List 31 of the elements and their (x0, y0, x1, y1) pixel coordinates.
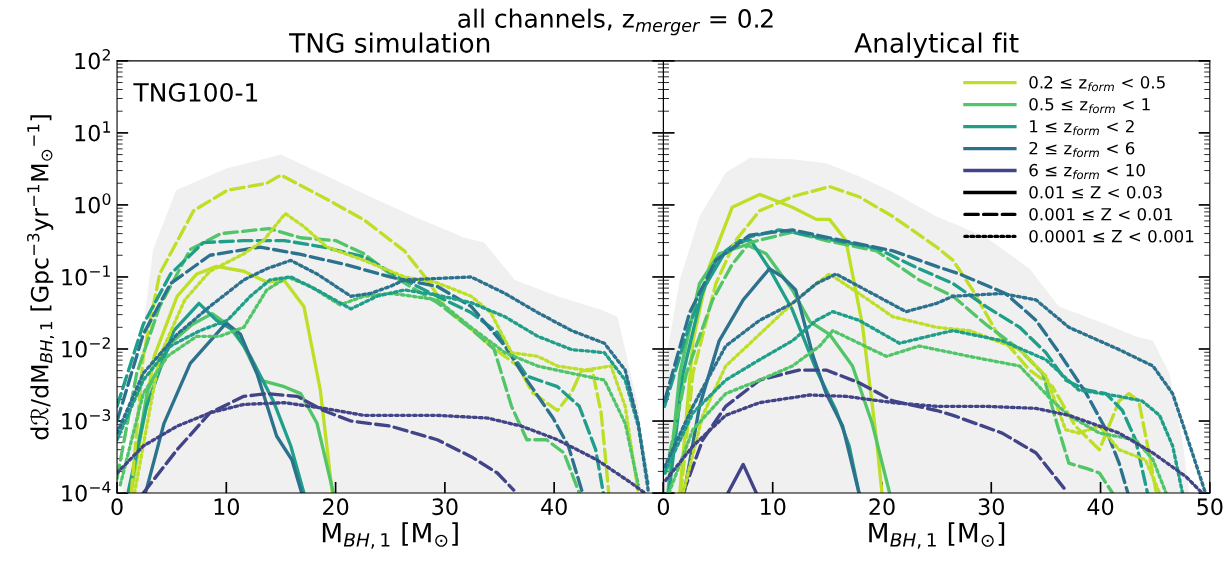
x-tick-label: 0 (657, 498, 670, 516)
x-axis-title: M$_{BH,1}$ [M$_{⊙}$] (869, 522, 1005, 549)
legend-label: 6 ≤ z$_{form}$ < 10 (1029, 163, 1145, 180)
legend-label: 0.2 ≤ z$_{form}$ < 0.5 (1029, 76, 1165, 92)
legend-label: 1 ≤ z$_{form}$ < 2 (1030, 119, 1134, 136)
y-tick-label: 10$^{−1}$ (62, 265, 110, 286)
legend-label: 0.001 ≤ Z < 0.01 (1029, 207, 1173, 221)
y-tick-label: 10$^{−4}$ (62, 481, 111, 502)
legend-label: 0.01 ≤ Z < 0.03 (1029, 185, 1162, 199)
x-tick-label: 20 (869, 498, 895, 516)
y-tick-label: 10$^{2}$ (75, 49, 110, 70)
y-tick-label: 10$^{−3}$ (62, 409, 111, 430)
x-axis-title: M$_{BH,1}$ [M$_{⊙}$] (322, 522, 458, 549)
y-tick-label: 10$^{0}$ (75, 193, 111, 214)
x-tick-label: 0 (111, 498, 123, 516)
text: dℛ/dM$_{BH,1}$ [Gpc$^{−3}$yr$^{−1}$M$_{⊙}$$^{−1}$] (27, 115, 55, 440)
x-tick-label: 40 (1087, 498, 1114, 516)
y-tick-label: 10$^{−2}$ (62, 337, 110, 358)
x-tick-label: 50 (1197, 498, 1223, 516)
legend-label: 0.5 ≤ z$_{form}$ < 1 (1029, 97, 1150, 114)
legend-label: 2 ≤ z$_{form}$ < 6 (1029, 141, 1135, 158)
x-tick-label: 30 (978, 498, 1004, 516)
legend-label: 0.0001 ≤ Z < 0.001 (1029, 229, 1194, 243)
x-tick-label: 10 (214, 498, 239, 516)
x-tick-label: 40 (541, 498, 567, 516)
y-tick-label: 10$^{1}$ (75, 121, 111, 142)
x-tick-label: 10 (761, 498, 786, 516)
x-tick-label: 20 (323, 498, 349, 516)
x-tick-label: 30 (432, 498, 458, 516)
chart-title: Analytical fit (854, 32, 1019, 58)
annotation: TNG100-1 (133, 82, 258, 102)
